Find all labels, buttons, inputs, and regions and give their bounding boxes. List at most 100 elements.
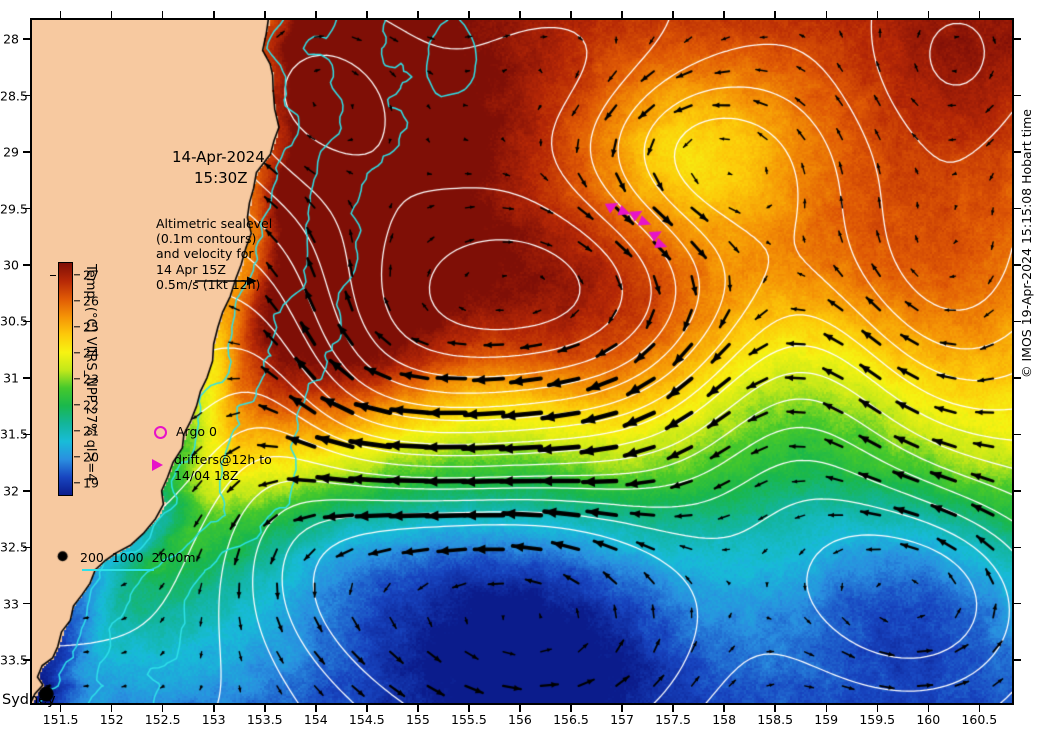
- y-axis-tick-label: 28.5: [0, 88, 28, 104]
- y-axis-tick-mark: [23, 94, 30, 97]
- x-axis-tick-label: 159: [814, 712, 839, 727]
- x-axis-tick-label: 155: [405, 712, 430, 727]
- x-axis-tick-mark: [59, 705, 62, 712]
- bathymetry-scale-label: 200 1000 2000m: [80, 550, 196, 565]
- colorbar-tick-label: 23: [83, 371, 99, 387]
- y-axis-tick-mark: [23, 207, 30, 210]
- x-axis-top-tick-mark: [110, 11, 113, 18]
- map-plot-area[interactable]: 14-Apr-2024 15:30Z Altimetric sealevel (0…: [30, 18, 1014, 705]
- x-axis-tick-label: 159.5: [859, 712, 896, 727]
- x-axis-top-tick-mark: [366, 11, 368, 18]
- y-axis-tick-label: 29.5: [0, 201, 28, 217]
- colorbar-tick-mark: [74, 378, 80, 380]
- x-axis-tick-mark: [468, 705, 470, 712]
- date-text: 14-Apr-2024: [172, 148, 265, 166]
- x-axis-top-tick-mark: [825, 11, 827, 18]
- colorbar-left-tick: [50, 275, 56, 277]
- x-axis-tick-mark: [876, 705, 879, 712]
- date-time-annotation: 14-Apr-2024 15:30Z: [172, 147, 265, 189]
- colorbar-tick-label: 24: [83, 345, 99, 361]
- y-axis-right-tick-mark: [1014, 490, 1021, 492]
- y-axis-right-tick-mark: [1014, 659, 1021, 661]
- x-axis-top-tick-mark: [213, 11, 215, 18]
- drifter-legend-label: drifters@12h to 14/04 18Z: [174, 452, 272, 483]
- x-axis-tick-mark: [161, 705, 164, 712]
- y-axis-right-tick-mark: [1014, 264, 1021, 266]
- colorbar-tick-mark: [74, 300, 80, 302]
- colorbar-tick-label: 27: [83, 267, 99, 283]
- x-axis-top-tick-mark: [672, 11, 674, 18]
- bathymetry-scale-legend: 200 1000 2000m: [80, 550, 196, 571]
- colorbar-tick-label: 25: [83, 319, 99, 335]
- colorbar-tick-mark: [74, 326, 80, 328]
- x-axis-top-tick-mark: [927, 11, 930, 18]
- y-axis-tick-mark: [23, 433, 30, 436]
- y-axis-tick-mark: [23, 546, 30, 548]
- y-axis-tick-mark: [23, 38, 30, 40]
- city-label-sydney: Sydney: [2, 692, 56, 708]
- y-axis-right-tick-mark: [1014, 602, 1021, 605]
- x-axis-tick-label: 157.5: [655, 712, 691, 727]
- x-axis-top-tick-mark: [417, 11, 419, 18]
- y-axis-tick-mark: [23, 264, 30, 266]
- y-axis-tick-label: 30: [3, 257, 19, 273]
- y-axis-tick-mark: [23, 151, 30, 153]
- x-axis-tick-mark: [723, 705, 725, 712]
- x-axis-tick-label: 160: [916, 712, 941, 727]
- x-axis-tick-label: 154: [303, 712, 328, 727]
- x-axis-tick-mark: [570, 705, 572, 712]
- x-axis-tick-label: 156.5: [553, 712, 589, 727]
- colorbar-tick-mark: [74, 352, 80, 354]
- y-axis-tick-label: 29: [3, 144, 19, 160]
- x-axis-top-tick-mark: [59, 11, 62, 18]
- x-axis-tick-mark: [519, 705, 521, 712]
- y-axis-tick-mark: [23, 659, 30, 661]
- colorbar-tick-mark: [74, 430, 80, 432]
- x-axis-tick-mark: [264, 705, 266, 712]
- x-axis-tick-mark: [672, 705, 674, 712]
- reference-velocity-arrow: [195, 275, 257, 287]
- x-axis-tick-mark: [825, 705, 827, 712]
- y-axis-right-tick-mark: [1014, 151, 1021, 153]
- temperature-colorbar: [58, 262, 73, 496]
- x-axis-top-tick-mark: [161, 11, 164, 18]
- x-axis-tick-mark: [774, 705, 776, 712]
- overlay-layer: [32, 20, 1012, 703]
- y-axis-right-tick-mark: [1014, 207, 1021, 210]
- x-axis-top-tick-mark: [876, 11, 879, 18]
- x-axis-tick-label: 152: [99, 712, 124, 727]
- x-axis-tick-mark: [315, 705, 317, 712]
- y-axis-right-tick-mark: [1014, 94, 1021, 97]
- y-axis-right-tick-mark: [1014, 377, 1021, 379]
- y-axis-tick-mark: [23, 320, 30, 323]
- x-axis-tick-label: 156: [508, 712, 532, 727]
- x-axis-tick-mark: [417, 705, 419, 712]
- x-axis-tick-label: 157: [610, 712, 634, 727]
- colorbar-tick-label: 22: [83, 397, 99, 413]
- y-axis-tick-label: 28: [3, 31, 19, 47]
- x-axis-tick-mark: [978, 705, 981, 712]
- y-axis-tick-label: 31: [3, 370, 19, 386]
- time-text: 15:30Z: [194, 169, 248, 187]
- y-axis-tick-label: 30.5: [0, 313, 28, 329]
- y-axis-tick-mark: [23, 602, 30, 605]
- y-axis-tick-label: 31.5: [0, 426, 28, 442]
- colorbar-tick-label: 26: [83, 293, 99, 309]
- y-axis-tick-label: 32: [3, 483, 19, 499]
- x-axis-tick-label: 154.5: [348, 712, 385, 727]
- x-axis-top-tick-mark: [519, 11, 521, 18]
- colorbar-tick-label: 21: [83, 423, 99, 439]
- y-axis-tick-mark: [23, 377, 30, 379]
- x-axis-tick-mark: [366, 705, 368, 712]
- colorbar-tick-mark: [74, 456, 80, 458]
- y-axis-right-tick-mark: [1014, 320, 1021, 323]
- x-axis-tick-label: 155.5: [451, 712, 487, 727]
- x-axis-top-tick-mark: [978, 11, 981, 18]
- x-axis-tick-label: 151.5: [42, 712, 79, 727]
- x-axis-tick-label: 153: [201, 712, 226, 727]
- x-axis-top-tick-mark: [774, 11, 776, 18]
- x-axis-top-tick-mark: [315, 11, 317, 18]
- x-axis-tick-label: 153.5: [246, 712, 283, 727]
- argo-legend-label: Argo 0: [176, 424, 217, 439]
